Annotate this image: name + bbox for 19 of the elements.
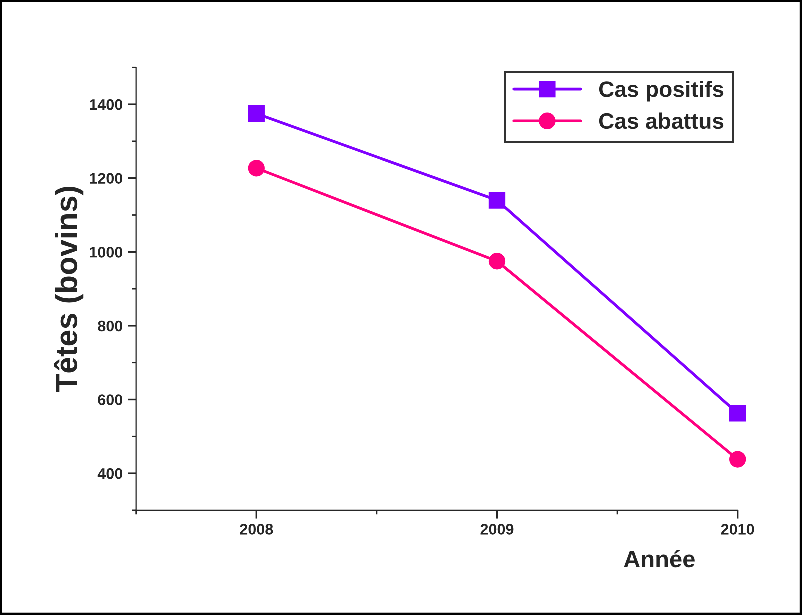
point: [248, 160, 265, 177]
point: [248, 105, 265, 122]
x-axis-title: Année: [624, 550, 695, 568]
point: [488, 192, 506, 209]
y-tick-label: 1200: [90, 173, 123, 184]
y-tick-label: 600: [98, 394, 123, 406]
point: [730, 451, 746, 468]
x-tick-label: 2008: [240, 524, 274, 535]
y-tick-label: 800: [98, 320, 123, 332]
y-tick-label: 1000: [90, 247, 123, 258]
x-tick-label: 2010: [721, 524, 754, 535]
x-tick-label: 2009: [480, 524, 514, 535]
y-tick-label: 1400: [90, 99, 123, 110]
y-axis-title: Têtes (bovins): [54, 186, 84, 392]
legend-label: Cas abattus: [599, 112, 724, 130]
y-tick-label: 400: [98, 468, 123, 480]
point: [730, 405, 746, 422]
point: [488, 253, 506, 270]
legend-label: Cas positifs: [599, 80, 724, 102]
